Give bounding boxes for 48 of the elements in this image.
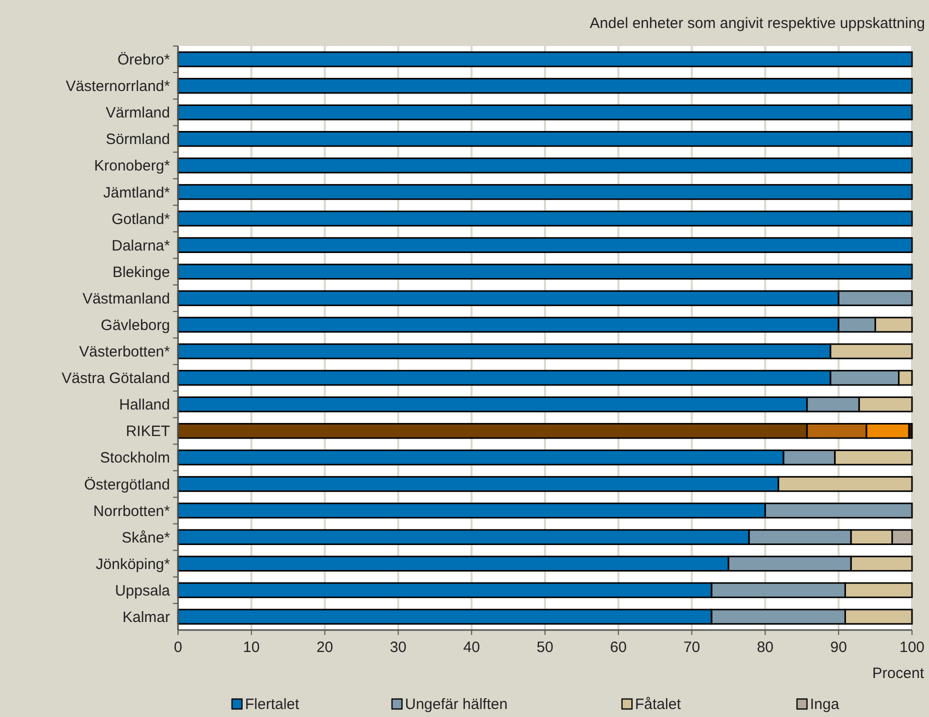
chart-title: Andel enheter som angivit respektive uppskattning xyxy=(590,15,925,32)
x-tick-label: 90 xyxy=(830,639,847,656)
y-tick-label: Blekinge xyxy=(112,264,170,281)
legend-label: Fåtalet xyxy=(635,696,682,713)
bar xyxy=(177,104,913,120)
legend-label: Flertalet xyxy=(245,696,300,713)
legend-label: Inga xyxy=(810,696,840,713)
bar xyxy=(177,158,913,174)
y-tick-label: Västernorrland* xyxy=(66,78,170,96)
bar xyxy=(177,130,913,147)
y-tick-label: Gävleborg xyxy=(100,316,170,334)
x-tick-label: 0 xyxy=(174,639,182,656)
y-tick-label: Västmanland xyxy=(82,290,170,308)
y-tick-label: Dalarna* xyxy=(112,237,170,254)
y-tick-label: Kronoberg* xyxy=(94,158,170,175)
y-tick-label: RIKET xyxy=(126,423,170,440)
bar xyxy=(177,51,913,68)
bar xyxy=(177,210,913,226)
y-tick-label: Jönköping* xyxy=(96,556,170,573)
x-tick-label: 50 xyxy=(536,639,554,656)
x-tick-label: 60 xyxy=(610,639,627,656)
x-tick-label: 80 xyxy=(756,639,774,656)
y-tick-label: Skåne* xyxy=(122,529,170,546)
x-tick-label: 40 xyxy=(463,639,480,656)
y-tick-label: Kalmar xyxy=(122,608,170,626)
y-tick-label: Örebro* xyxy=(117,52,170,69)
bar xyxy=(177,264,913,280)
y-tick-label: Norrbotten* xyxy=(93,502,170,520)
x-tick-label: 10 xyxy=(243,639,260,656)
bar xyxy=(177,78,913,94)
y-tick-label: Sörmland xyxy=(106,131,170,148)
y-tick-label: Gotland* xyxy=(112,210,170,228)
y-tick-label: Halland xyxy=(119,396,170,414)
y-tick-label: Värmland xyxy=(106,104,170,122)
x-tick-label: 70 xyxy=(683,639,700,656)
x-axis-title: Procent xyxy=(872,665,925,682)
legend-label: Ungefär hälften xyxy=(405,696,508,713)
x-tick-label: 30 xyxy=(390,639,407,656)
x-tick-label: 20 xyxy=(316,639,334,656)
bar xyxy=(177,237,913,254)
y-tick-label: Jämtland* xyxy=(103,184,170,202)
y-tick-label: Uppsala xyxy=(114,582,171,600)
y-tick-label: Västerbotten* xyxy=(79,344,170,361)
y-tick-label: Östergötland xyxy=(84,476,170,494)
x-tick-label: 100 xyxy=(899,639,925,656)
y-tick-label: Västra Götaland xyxy=(62,370,170,388)
bar xyxy=(177,184,913,200)
y-tick-label: Stockholm xyxy=(100,450,170,467)
